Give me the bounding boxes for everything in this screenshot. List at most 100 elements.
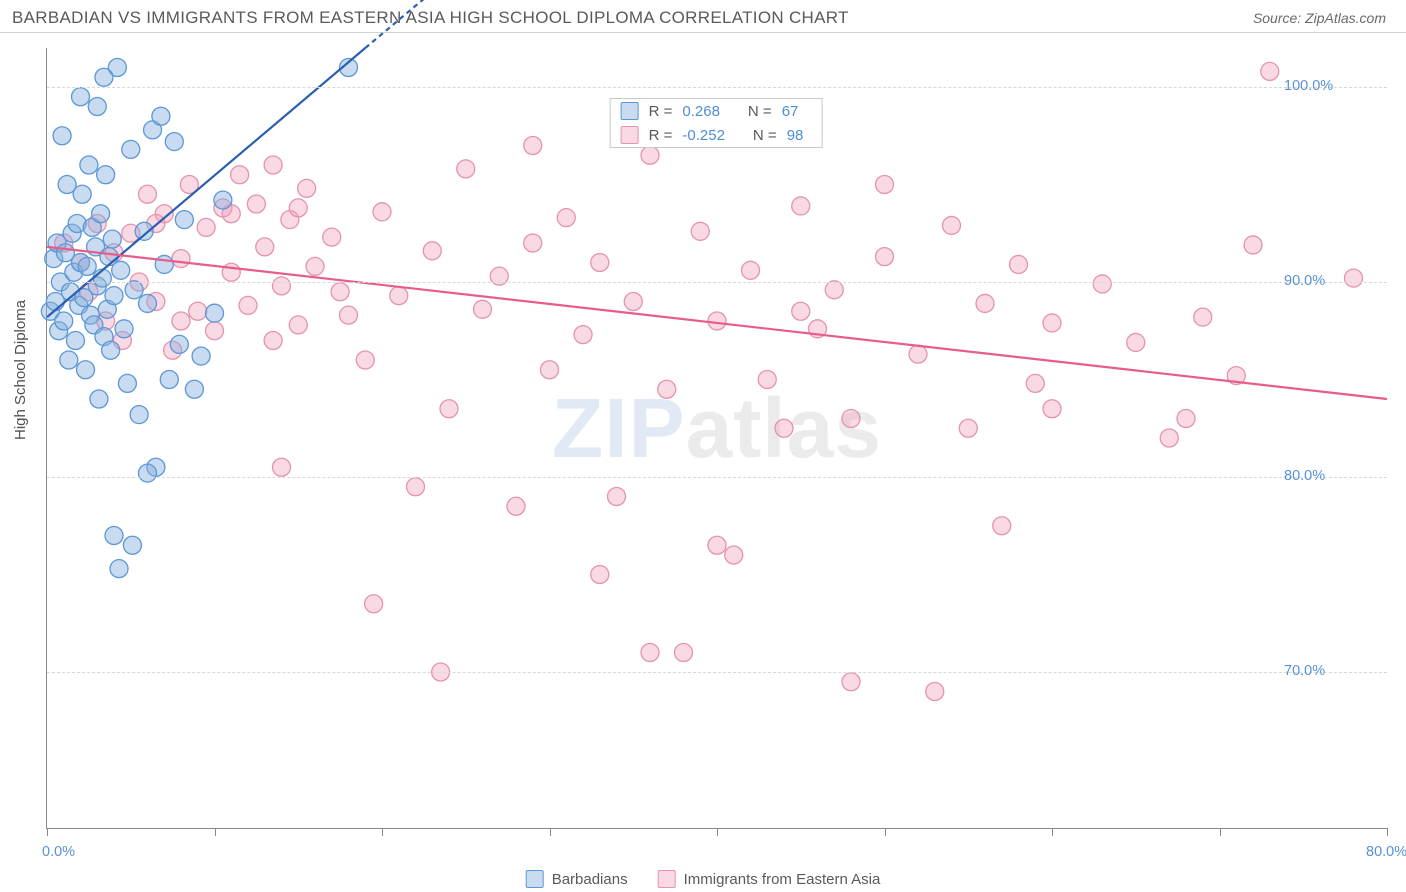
- scatter-point: [658, 380, 676, 398]
- regression-line: [47, 247, 1387, 399]
- scatter-point: [457, 160, 475, 178]
- grid-line: [47, 477, 1387, 478]
- y-tick-label: 70.0%: [1284, 663, 1325, 679]
- scatter-point: [1127, 333, 1145, 351]
- legend-r-label: R =: [649, 103, 673, 120]
- scatter-point: [1244, 236, 1262, 254]
- x-tick: [550, 828, 551, 836]
- x-tick: [1220, 828, 1221, 836]
- x-tick-label: 0.0%: [42, 844, 75, 860]
- scatter-point: [1026, 374, 1044, 392]
- legend-n-value-barbadians: 67: [782, 103, 799, 120]
- scatter-point: [708, 312, 726, 330]
- scatter-point: [440, 400, 458, 418]
- scatter-point: [122, 140, 140, 158]
- scatter-point: [92, 205, 110, 223]
- scatter-point: [170, 335, 188, 353]
- scatter-point: [73, 185, 91, 203]
- x-tick: [215, 828, 216, 836]
- scatter-point: [1043, 314, 1061, 332]
- scatter-point: [239, 296, 257, 314]
- scatter-point: [90, 390, 108, 408]
- scatter-point: [110, 560, 128, 578]
- scatter-point: [331, 283, 349, 301]
- legend-r-value-east-asia: -0.252: [682, 127, 725, 144]
- scatter-point: [102, 341, 120, 359]
- legend-swatch-barbadians: [621, 102, 639, 120]
- scatter-point: [943, 216, 961, 234]
- scatter-point: [264, 332, 282, 350]
- scatter-point: [1043, 400, 1061, 418]
- grid-line: [47, 672, 1387, 673]
- scatter-point: [340, 306, 358, 324]
- scatter-point: [289, 199, 307, 217]
- scatter-point: [524, 234, 542, 252]
- scatter-point: [247, 195, 265, 213]
- scatter-point: [792, 197, 810, 215]
- scatter-point: [524, 137, 542, 155]
- scatter-point: [160, 371, 178, 389]
- scatter-point: [135, 222, 153, 240]
- scatter-point: [1194, 308, 1212, 326]
- legend-label-east-asia: Immigrants from Eastern Asia: [684, 871, 881, 888]
- plot-area: ZIPatlas: [46, 48, 1387, 829]
- scatter-point: [742, 261, 760, 279]
- scatter-point: [1261, 62, 1279, 80]
- legend-item-east-asia: Immigrants from Eastern Asia: [658, 870, 881, 888]
- scatter-point: [78, 257, 96, 275]
- y-tick-label: 100.0%: [1284, 78, 1333, 94]
- legend-swatch-east-asia: [621, 126, 639, 144]
- y-axis-title: High School Diploma: [12, 300, 29, 440]
- scatter-point: [725, 546, 743, 564]
- legend-bottom: Barbadians Immigrants from Eastern Asia: [526, 870, 881, 888]
- scatter-point: [95, 68, 113, 86]
- scatter-point: [691, 222, 709, 240]
- scatter-point: [591, 566, 609, 584]
- scatter-svg: [47, 48, 1387, 828]
- x-tick: [47, 828, 48, 836]
- scatter-point: [624, 293, 642, 311]
- chart-source: Source: ZipAtlas.com: [1253, 10, 1386, 26]
- legend-stats-box: R = 0.268 N = 67 R = -0.252 N = 98: [610, 98, 823, 148]
- y-tick-label: 90.0%: [1284, 273, 1325, 289]
- scatter-point: [139, 294, 157, 312]
- scatter-point: [222, 263, 240, 281]
- scatter-point: [574, 326, 592, 344]
- scatter-point: [993, 517, 1011, 535]
- scatter-point: [926, 683, 944, 701]
- scatter-point: [507, 497, 525, 515]
- scatter-point: [185, 380, 203, 398]
- scatter-point: [112, 261, 130, 279]
- legend-item-barbadians: Barbadians: [526, 870, 628, 888]
- scatter-point: [105, 527, 123, 545]
- scatter-point: [206, 322, 224, 340]
- scatter-point: [876, 176, 894, 194]
- scatter-point: [289, 316, 307, 334]
- scatter-point: [214, 191, 232, 209]
- scatter-point: [273, 277, 291, 295]
- scatter-point: [60, 351, 78, 369]
- scatter-point: [175, 211, 193, 229]
- scatter-point: [842, 410, 860, 428]
- scatter-point: [675, 644, 693, 662]
- scatter-point: [66, 332, 84, 350]
- scatter-point: [373, 203, 391, 221]
- scatter-point: [97, 166, 115, 184]
- legend-r-label: R =: [649, 127, 673, 144]
- grid-line: [47, 87, 1387, 88]
- scatter-point: [53, 127, 71, 145]
- scatter-point: [197, 218, 215, 236]
- legend-n-value-east-asia: 98: [787, 127, 804, 144]
- scatter-point: [130, 406, 148, 424]
- scatter-point: [641, 644, 659, 662]
- scatter-point: [306, 257, 324, 275]
- scatter-point: [825, 281, 843, 299]
- chart-area: ZIPatlas R = 0.268 N = 67 R = -0.252 N =…: [46, 48, 1386, 828]
- scatter-point: [256, 238, 274, 256]
- legend-r-value-barbadians: 0.268: [682, 103, 720, 120]
- scatter-point: [356, 351, 374, 369]
- x-tick-label: 80.0%: [1366, 844, 1406, 860]
- scatter-point: [775, 419, 793, 437]
- x-tick: [1052, 828, 1053, 836]
- legend-stats-row: R = -0.252 N = 98: [611, 123, 822, 147]
